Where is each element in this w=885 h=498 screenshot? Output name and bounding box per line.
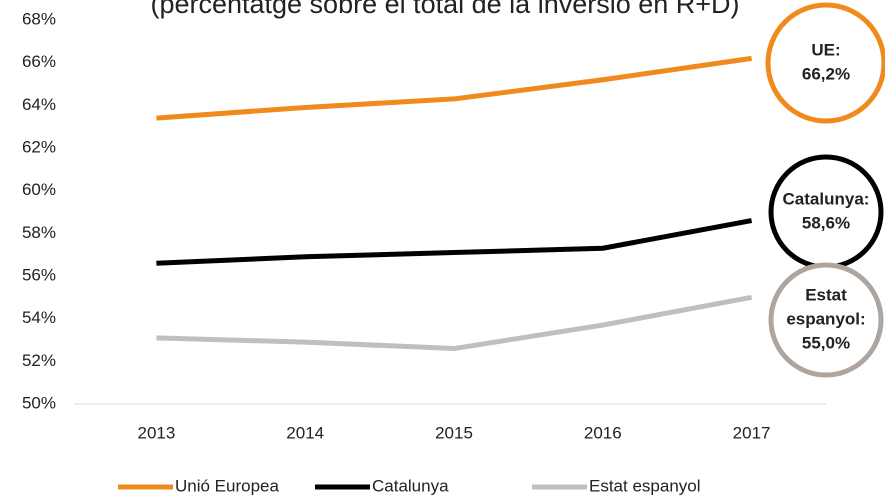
annotation-text: 55,0%	[802, 333, 850, 352]
annotation-text: espanyol:	[786, 309, 865, 328]
y-tick-label: 68%	[22, 9, 56, 28]
x-tick-label: 2013	[137, 423, 175, 442]
series-line	[156, 294, 753, 352]
x-tick-label: 2017	[733, 423, 771, 442]
annotation-text: Catalunya:	[783, 189, 870, 208]
series-line	[156, 218, 753, 266]
annotation-text: UE:	[811, 40, 840, 59]
annotation-text: 58,6%	[802, 213, 850, 232]
legend-label: Catalunya	[372, 476, 449, 495]
y-tick-label: 64%	[22, 95, 56, 114]
legend-label: Estat espanyol	[589, 476, 701, 495]
y-tick-label: 58%	[22, 223, 56, 242]
annotation-circle	[765, 2, 885, 124]
x-tick-label: 2014	[286, 423, 324, 442]
y-tick-label: 52%	[22, 351, 56, 370]
legend-label: Unió Europea	[175, 476, 280, 495]
series-line	[156, 55, 752, 121]
x-tick-label: 2016	[584, 423, 622, 442]
y-tick-label: 60%	[22, 180, 56, 199]
y-tick-label: 56%	[22, 265, 56, 284]
y-tick-label: 66%	[22, 52, 56, 71]
annotation-circle	[768, 154, 884, 270]
annotation-text: Estat	[805, 285, 847, 304]
y-tick-label: 54%	[22, 308, 56, 327]
chart-title: (percentatge sobre el total de la invers…	[150, 0, 739, 19]
y-tick-label: 50%	[22, 393, 56, 412]
annotation-text: 66,2%	[802, 64, 850, 83]
annotation-circle	[768, 262, 884, 378]
y-tick-label: 62%	[22, 137, 56, 156]
x-tick-label: 2015	[435, 423, 473, 442]
